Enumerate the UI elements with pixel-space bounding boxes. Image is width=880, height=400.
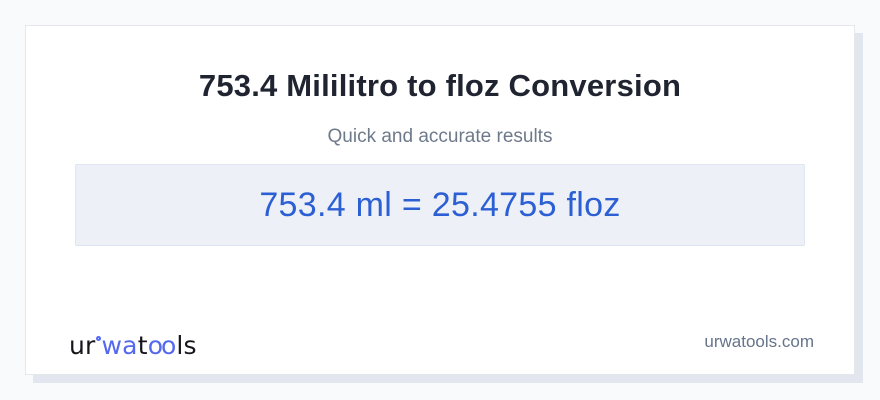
logo-text-oo: oo [147,331,177,360]
conversion-result-text: 753.4 ml = 25.4755 floz [259,185,621,224]
conversion-result-panel: 753.4 ml = 25.4755 floz [75,164,805,246]
site-domain: urwatools.com [704,332,814,351]
page-subtitle: Quick and accurate results [327,126,553,147]
logo-text-t: t [137,331,148,360]
page-title: 753.4 Mililitro to floz Conversion [198,68,682,103]
conversion-card: 753.4 Mililitro to floz Conversion Quick… [25,25,855,375]
logo-text-wa: wa [101,331,138,360]
logo-text-ls: ls [176,331,197,360]
card-footer: ur watools urwatools.com [69,330,814,360]
degree-icon [95,336,101,341]
urwatools-logo: ur watools [69,331,197,360]
logo-text-ur: ur [69,331,96,360]
